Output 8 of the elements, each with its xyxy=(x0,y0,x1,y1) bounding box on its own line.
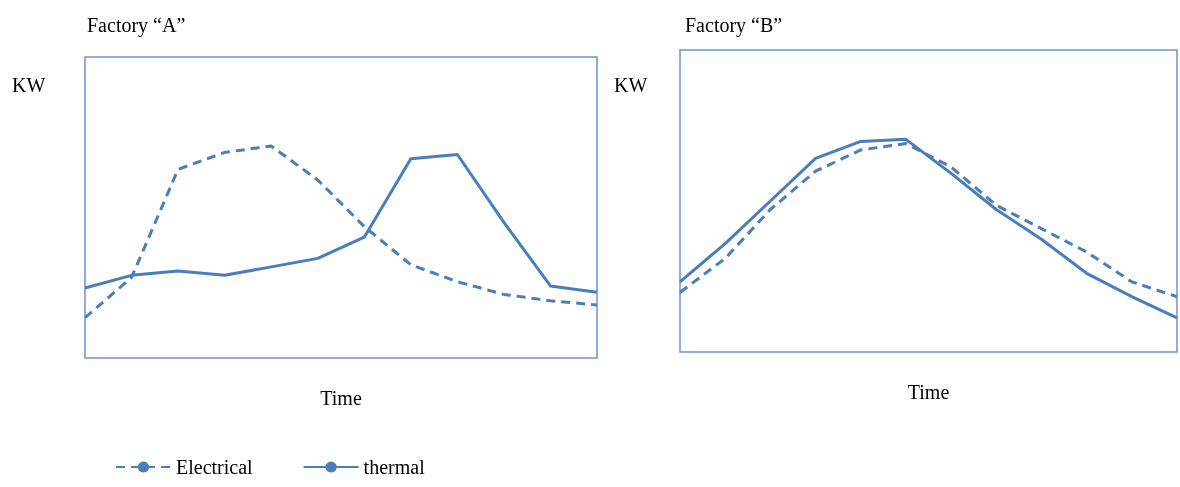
y-axis-title: KW xyxy=(614,74,648,96)
legend-label: thermal xyxy=(363,456,426,478)
x-axis-title: Time xyxy=(907,381,950,403)
legend-label: Electrical xyxy=(176,456,254,478)
x-axis-title: Time xyxy=(320,387,362,409)
chart-title: Factory “B” xyxy=(685,14,783,37)
y-axis-title: KW xyxy=(12,74,46,96)
chart-title: Factory “A” xyxy=(87,14,186,37)
